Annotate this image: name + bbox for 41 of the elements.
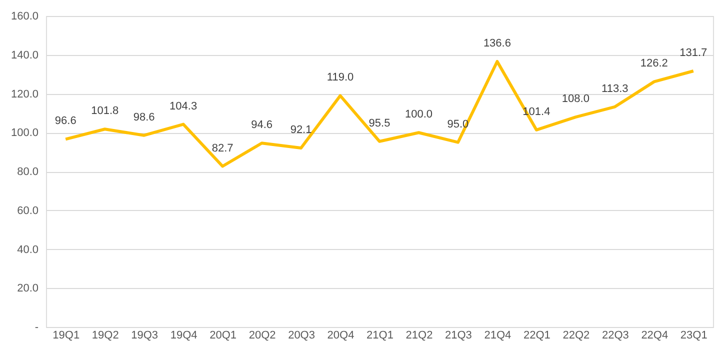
x-tick-label: 19Q1 (52, 330, 80, 342)
y-tick-label: 80.0 (17, 166, 38, 178)
x-tick-label: 22Q3 (602, 330, 629, 342)
y-tick-label: 100.0 (10, 127, 38, 140)
x-tick-label: 23Q1 (680, 330, 708, 342)
x-tick-label: 21Q1 (366, 330, 394, 342)
text: 95.5 (368, 117, 390, 130)
text: 131.7 (680, 47, 708, 60)
y-tick-label: 40.0 (17, 244, 38, 256)
text: 92.1 (290, 124, 312, 136)
text: 119.0 (326, 72, 354, 84)
x-tick-label: 19Q2 (92, 330, 119, 342)
x-tick-label: 20Q2 (248, 330, 276, 342)
text: 96.6 (54, 115, 76, 128)
x-tick-label: 20Q3 (288, 330, 315, 342)
x-tick-label: 21Q4 (484, 330, 512, 342)
text: 108.0 (562, 93, 590, 106)
y-tick-label: 140.0 (10, 49, 38, 62)
y-tick-label: 120.0 (10, 88, 38, 100)
text: 101.8 (91, 105, 119, 118)
x-tick-label: 19Q4 (170, 330, 198, 342)
x-tick-label: 22Q2 (562, 330, 590, 342)
y-tick-label: 20.0 (17, 282, 38, 295)
text: 94.6 (251, 119, 273, 132)
text: 126.2 (640, 58, 668, 70)
text: 100.0 (404, 108, 432, 121)
text: 104.3 (170, 100, 198, 112)
text: 98.6 (133, 111, 155, 124)
x-tick-label: 19Q3 (131, 330, 158, 342)
x-tick-label: 22Q1 (523, 330, 550, 342)
x-tick-label: 20Q4 (327, 330, 354, 342)
x-tick-label: 21Q3 (445, 330, 472, 342)
x-tick-label: 21Q2 (406, 330, 433, 342)
x-tick-label: 20Q1 (210, 330, 237, 342)
y-tick-label: - (34, 322, 39, 334)
x-tick-label: 22Q4 (641, 330, 668, 342)
text: 113.3 (602, 82, 628, 95)
y-tick-label: 60.0 (17, 204, 38, 217)
text: 136.6 (483, 37, 511, 50)
text: 82.7 (212, 142, 234, 154)
y-tick-label: 160.0 (10, 10, 38, 22)
